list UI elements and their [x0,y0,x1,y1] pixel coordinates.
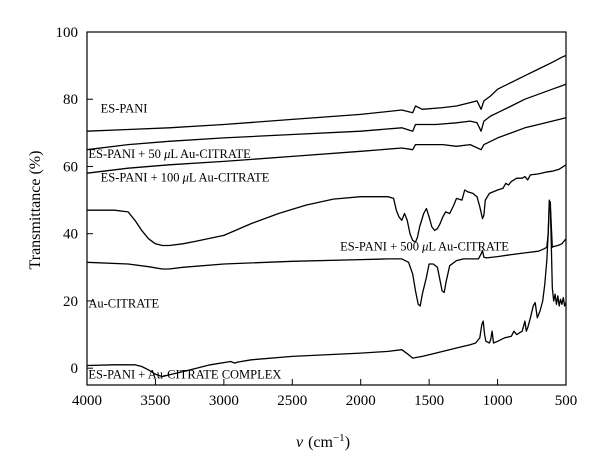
x-tick-label: 3500 [140,393,170,409]
series-line-6 [86,199,567,378]
x-axis-unit: (cm [308,434,333,451]
series-label-part: ES-PANI [101,102,148,116]
series-label-part: L Au-CITRATE [428,240,509,254]
series-label-part: μ [163,147,170,161]
x-tick-label: 2000 [346,393,376,409]
series-label-part: L Au-CITRATE [170,147,251,161]
y-tick-label: 100 [56,25,79,41]
y-tick-label: 80 [63,92,78,108]
axis-ticks: 4000 3500 3000 2500 2000 1500 1000 500 0 20 40 60 80… [56,25,578,409]
series-label-part: L Au-CITRATE [189,171,270,185]
series-label-part: μ [182,171,189,185]
x-tick-label: 3000 [209,393,239,409]
x-tick-label: 2500 [277,393,307,409]
x-axis-symbol: ν [296,434,304,451]
x-axis-title: ν (cm−1) [296,432,350,451]
series-label-5: Au-CITRATE [88,297,159,311]
series-label-part: ES-PANI + Au-CITRATE COMPLEX [88,367,281,381]
series-label-part: ES-PANI + 500 [340,240,422,254]
x-tick-label: 500 [555,393,578,409]
series-label-part: Au-CITRATE [88,297,159,311]
series-label-part: ES-PANI + 100 [101,171,183,185]
y-tick-label: 20 [63,294,78,310]
x-axis-close: ) [345,434,350,451]
series-label-6: ES-PANI + Au-CITRATE COMPLEX [88,367,281,381]
plot-area-frame [86,31,567,386]
series-label-part: μ [421,240,428,254]
series-label-4: ES-PANI + 500 μL Au-CITRATE [340,240,509,254]
x-axis-exponent: −1 [333,432,345,444]
x-tick-label: 1500 [414,393,444,409]
series-line-2 [86,83,567,151]
series-line-1 [86,54,567,132]
series-line-3 [86,117,567,174]
series-lines [86,54,567,378]
y-tick-label: 0 [71,361,79,377]
y-tick-label: 40 [63,227,78,243]
series-line-4 [87,164,567,247]
y-axis-title: Transmittance (%) [27,151,44,270]
x-tick-label: 1000 [483,393,513,409]
series-label-part: ES-PANI + 50 [88,147,164,161]
x-tick-label: 4000 [72,393,102,409]
y-tick-label: 60 [63,159,78,175]
series-line-5 [86,201,567,307]
series-label-2: ES-PANI + 50 μL Au-CITRATE [88,147,251,161]
series-label-1: ES-PANI [101,102,148,116]
series-label-3: ES-PANI + 100 μL Au-CITRATE [101,171,270,185]
